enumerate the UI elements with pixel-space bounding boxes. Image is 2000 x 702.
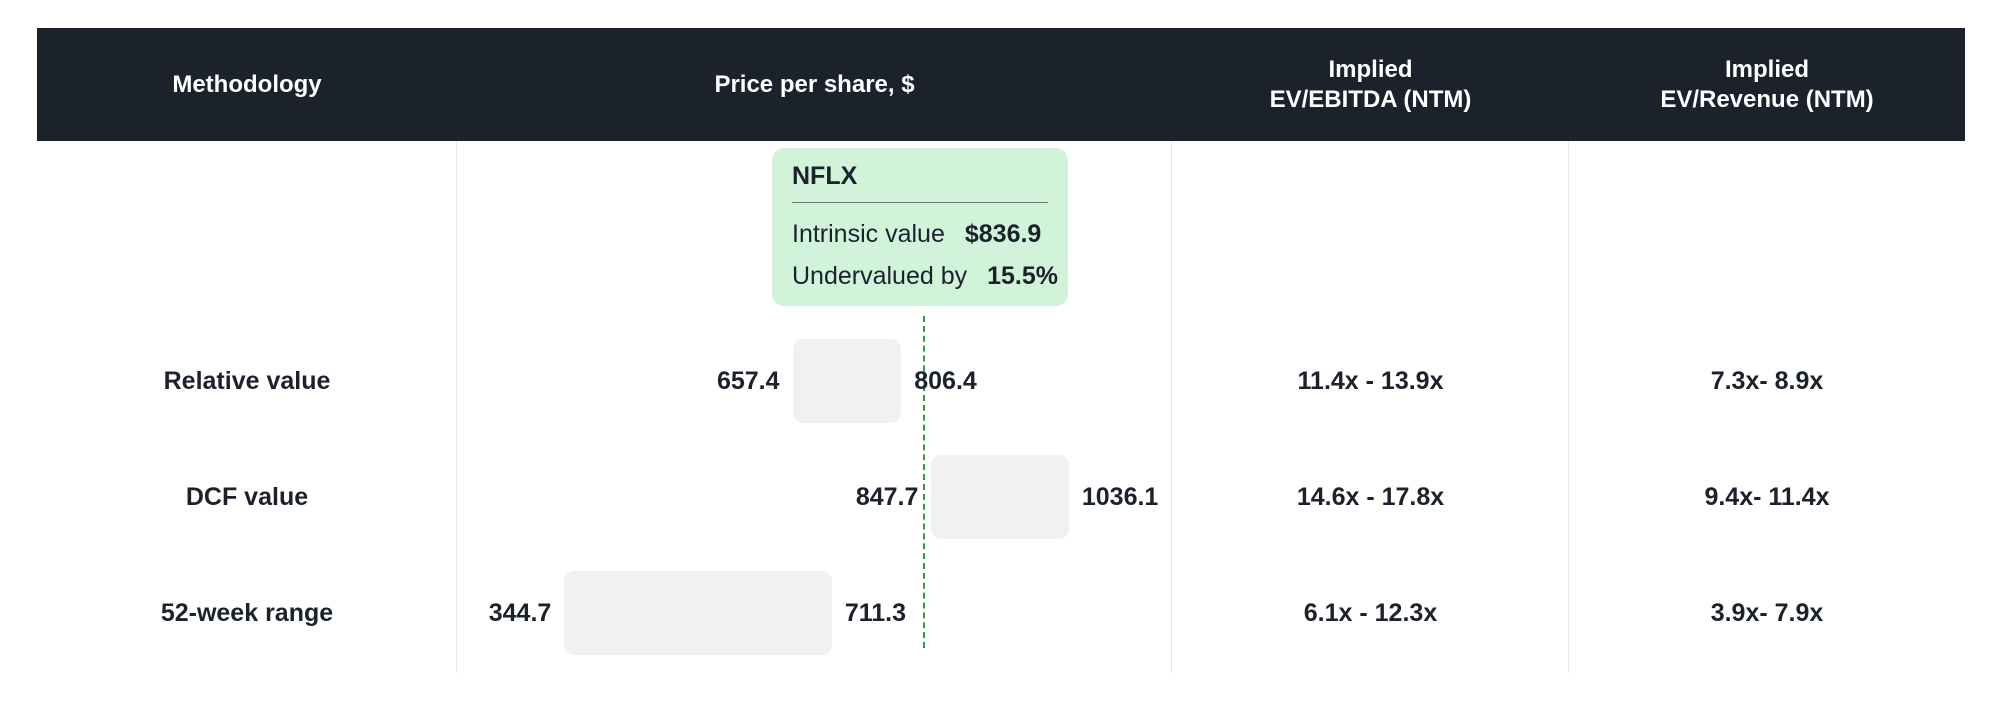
range-bar (792, 339, 902, 423)
table-header: Methodology Price per share, $ Implied E… (37, 28, 1965, 141)
row-ev-revenue: 7.3x- 8.9x (1710, 366, 1824, 395)
row-ev-revenue: 9.4x- 11.4x (1704, 482, 1830, 511)
undervalued-label: Undervalued by (792, 262, 968, 290)
row-ev-ebitda: 14.6x - 17.8x (1296, 482, 1445, 511)
intrinsic-value: $836.9 (964, 220, 1042, 248)
intrinsic-value-row: Intrinsic value $836.9 (792, 213, 1048, 255)
football-field-table: Methodology Price per share, $ Implied E… (37, 28, 1965, 673)
range-low-label: 847.7 (855, 483, 919, 511)
range-high-label: 806.4 (914, 367, 977, 395)
range-bar (564, 571, 832, 655)
header-ev-ebitda: Implied EV/EBITDA (NTM) (1269, 55, 1472, 113)
header-price-per-share: Price per share, $ (714, 70, 915, 98)
intrinsic-value-label: Intrinsic value (792, 220, 945, 248)
row-ev-ebitda: 11.4x - 13.9x (1297, 366, 1444, 395)
row-ev-revenue: 3.9x- 7.9x (1710, 598, 1824, 627)
range-high-label: 711.3 (844, 599, 907, 627)
column-divider (1568, 141, 1569, 673)
column-divider (456, 141, 457, 673)
row-methodology: Relative value (163, 366, 331, 395)
range-bar (931, 455, 1069, 539)
range-low-label: 657.4 (716, 367, 780, 395)
row-methodology: DCF value (185, 482, 309, 511)
header-methodology: Methodology (172, 70, 322, 98)
row-ev-ebitda: 6.1x - 12.3x (1303, 598, 1438, 627)
header-ev-revenue: Implied EV/Revenue (NTM) (1660, 55, 1874, 113)
column-divider (1171, 141, 1172, 673)
undervalued-value: 15.5% (987, 262, 1059, 290)
intrinsic-value-callout: NFLX Intrinsic value $836.9 Undervalued … (772, 148, 1068, 306)
range-high-label: 1036.1 (1081, 483, 1159, 511)
range-low-label: 344.7 (488, 599, 552, 627)
undervalued-row: Undervalued by 15.5% (792, 255, 1058, 297)
ticker-label: NFLX (792, 160, 1048, 203)
row-methodology: 52-week range (160, 598, 334, 627)
intrinsic-value-line (922, 316, 925, 648)
